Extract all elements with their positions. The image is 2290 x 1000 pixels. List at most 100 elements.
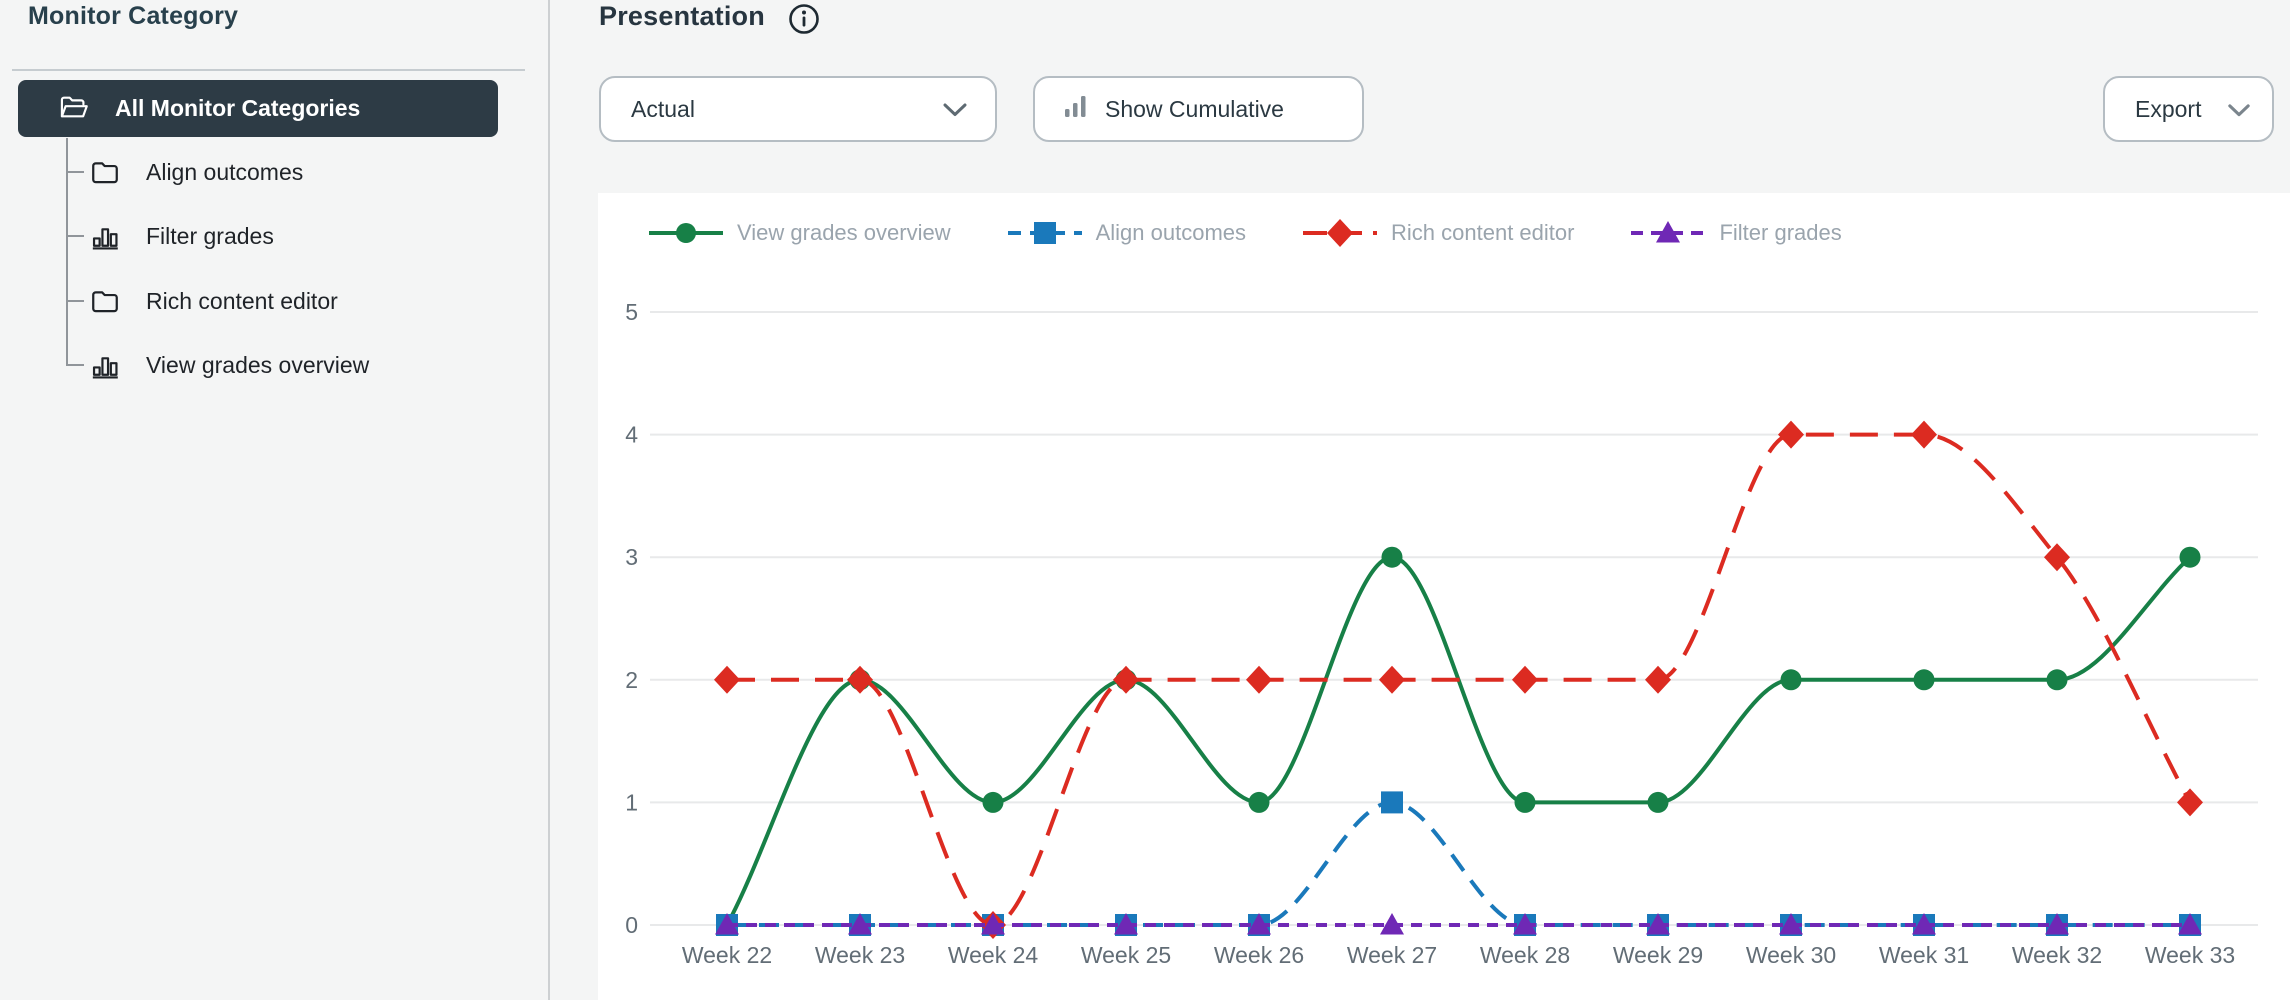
metric-select[interactable]: Actual	[599, 76, 997, 142]
sidebar-divider	[12, 69, 525, 71]
data-point	[2044, 543, 2070, 572]
data-point	[1380, 913, 1404, 935]
legend-marker-icon	[1631, 221, 1706, 243]
info-icon[interactable]	[787, 2, 821, 41]
data-point	[1647, 791, 1669, 813]
sidebar-item-filter-grades[interactable]: Filter grades	[90, 204, 274, 268]
data-point	[982, 791, 1004, 813]
data-point	[1514, 791, 1536, 813]
legend-marker-icon	[649, 223, 723, 243]
data-point	[1512, 665, 1538, 694]
sidebar-item-label: Align outcomes	[146, 158, 304, 185]
series-line	[727, 800, 2190, 928]
series-line	[725, 555, 2192, 927]
series-line	[727, 432, 2192, 928]
data-point	[714, 665, 740, 694]
sidebar-item-rich-content-editor[interactable]: Rich content editor	[90, 269, 338, 333]
sidebar-item-view-grades-overview[interactable]: View grades overview	[90, 333, 369, 397]
legend-item[interactable]: Align outcomes	[1007, 219, 1246, 247]
data-point	[1646, 913, 1670, 935]
data-point	[1379, 665, 1405, 694]
data-point	[1381, 791, 1403, 814]
x-tick-label: Week 31	[1879, 942, 1969, 968]
bar-chart-icon	[90, 222, 128, 250]
x-tick-label: Week 27	[1347, 942, 1437, 968]
x-tick-label: Week 29	[1613, 942, 1703, 968]
legend-label: Align outcomes	[1095, 220, 1247, 245]
y-tick-label: 2	[625, 667, 638, 693]
y-tick-label: 5	[625, 299, 638, 325]
export-label: Export	[2135, 95, 2202, 122]
data-point	[1113, 665, 1139, 694]
sidebar-title: Monitor Category	[28, 2, 239, 30]
tree-connector	[66, 235, 84, 237]
y-tick-label: 4	[625, 422, 638, 448]
sidebar-item-all-monitor-categories[interactable]: All Monitor Categories	[18, 80, 498, 137]
data-point	[981, 913, 1005, 935]
legend-item[interactable]: View grades overview	[648, 219, 951, 247]
sidebar-main-divider	[548, 0, 550, 1000]
data-point	[2046, 669, 2068, 691]
folder-icon	[90, 288, 128, 314]
x-tick-label: Week 25	[1081, 942, 1171, 968]
show-cumulative-button[interactable]: Show Cumulative	[1033, 76, 1364, 142]
chevron-down-icon	[943, 96, 967, 123]
legend-marker-icon	[1303, 219, 1378, 247]
x-tick-label: Week 23	[815, 942, 905, 968]
sidebar-item-label: View grades overview	[146, 351, 370, 378]
x-tick-label: Week 30	[1746, 942, 1836, 968]
presentation-chart: 0 1 2 3 4 5 Week 22 Week 23 Week 24 Week 25 Week 2…	[625, 299, 2258, 968]
y-tick-label: 1	[625, 789, 638, 815]
legend-label: View grades overview	[737, 220, 951, 245]
data-point	[848, 913, 872, 935]
y-tick-label: 0	[625, 912, 638, 938]
page-title: Presentation	[599, 1, 765, 31]
data-point	[1246, 665, 1272, 694]
tree-connector	[66, 300, 84, 302]
chart-legend: View grades overview Align outcomes Rich c…	[648, 219, 1842, 247]
x-tick-label: Week 33	[2145, 942, 2235, 968]
export-button[interactable]: Export	[2103, 76, 2274, 142]
show-cumulative-label: Show Cumulative	[1105, 95, 1284, 122]
data-point	[1381, 546, 1403, 568]
sidebar-item-label: Rich content editor	[146, 287, 338, 314]
data-point	[1248, 791, 1270, 813]
legend-item[interactable]: Filter grades	[1630, 219, 1842, 247]
tree-connector	[66, 364, 84, 366]
x-tick-label: Week 28	[1480, 942, 1570, 968]
y-tick-label: 3	[625, 544, 638, 570]
x-tick-label: Week 26	[1214, 942, 1304, 968]
data-point	[2045, 913, 2069, 935]
data-point	[1911, 420, 1937, 449]
data-point	[715, 913, 739, 935]
tree-connector	[66, 138, 68, 366]
folder-icon	[90, 159, 128, 185]
data-point	[1913, 669, 1935, 691]
data-point	[1779, 913, 1803, 935]
legend-label: Filter grades	[1719, 220, 1842, 245]
sidebar-item-label: All Monitor Categories	[115, 95, 361, 121]
sidebar-item-label: Filter grades	[146, 222, 274, 249]
tree-connector	[66, 171, 84, 173]
legend-label: Rich content editor	[1391, 220, 1575, 245]
data-point	[2177, 788, 2203, 817]
bar-chart-icon	[1063, 93, 1089, 125]
monitor-category-sidebar: Monitor Category All Monitor Categories …	[0, 0, 548, 1000]
x-tick-label: Week 22	[682, 942, 772, 968]
data-point	[1247, 913, 1271, 935]
legend-item[interactable]: Rich content editor	[1302, 219, 1574, 247]
folder-open-icon	[58, 94, 90, 127]
data-point	[1912, 913, 1936, 935]
chevron-down-icon	[2228, 96, 2250, 123]
data-point	[1645, 665, 1671, 694]
x-tick-label: Week 32	[2012, 942, 2102, 968]
metric-select-value: Actual	[631, 95, 695, 122]
x-tick-label: Week 24	[948, 942, 1039, 968]
data-point	[2178, 913, 2202, 935]
data-point	[1513, 913, 1537, 935]
data-point	[847, 665, 873, 694]
data-point	[2179, 546, 2201, 568]
sidebar-item-align-outcomes[interactable]: Align outcomes	[90, 140, 303, 204]
data-point	[1780, 669, 1802, 691]
